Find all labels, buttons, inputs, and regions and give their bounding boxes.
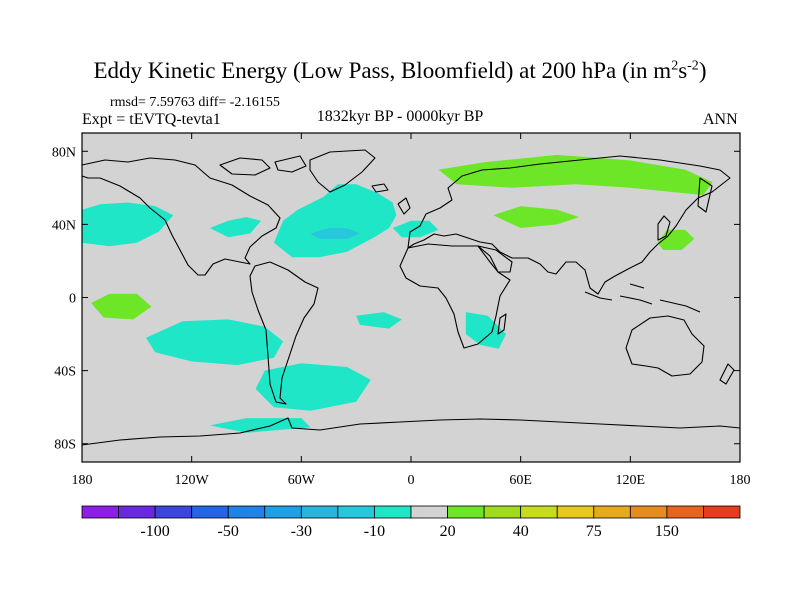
colorbar-label: -30 bbox=[291, 523, 312, 540]
colorbar-box bbox=[666, 505, 704, 519]
colorbar-box bbox=[410, 505, 448, 519]
season-label: ANN bbox=[703, 111, 738, 128]
colorbar-box bbox=[264, 505, 302, 519]
colorbar-box bbox=[556, 505, 595, 519]
region-central-asia bbox=[493, 206, 580, 228]
x-tick-label: 180 bbox=[730, 473, 751, 488]
x-tick-label: 120E bbox=[616, 473, 646, 488]
period-label: 1832kyr BP - 0000kyr BP bbox=[316, 108, 484, 125]
coastline-iceland bbox=[371, 183, 389, 193]
region-tropical-e-pacific bbox=[91, 293, 152, 320]
coastline-australia bbox=[625, 315, 705, 377]
coastline-british-isles bbox=[397, 197, 411, 215]
region-s-pacific bbox=[146, 319, 284, 366]
region-se-africa bbox=[465, 312, 506, 349]
y-tick-label: 80S bbox=[54, 438, 76, 453]
x-tick-label: 60W bbox=[288, 473, 316, 488]
chart-title: Eddy Kinetic Energy (Low Pass, Bloomfiel… bbox=[93, 58, 707, 83]
colorbar-label: 150 bbox=[655, 523, 679, 540]
colorbar-label: -100 bbox=[140, 523, 169, 540]
y-tick-label: 80N bbox=[52, 145, 76, 160]
colorbar-box bbox=[483, 505, 522, 519]
y-tick-label: 0 bbox=[69, 292, 76, 307]
x-tick-label: 180 bbox=[72, 473, 93, 488]
stats-text: rmsd= 7.59763 diff= -2.16155 bbox=[110, 95, 280, 110]
anomaly-regions bbox=[82, 154, 713, 433]
region-s-atlantic bbox=[356, 312, 402, 329]
coastline-north-america bbox=[81, 157, 281, 276]
coastline-south-america bbox=[249, 261, 319, 405]
colorbar-box bbox=[337, 505, 375, 519]
colorbar-box bbox=[447, 505, 485, 519]
colorbar-box bbox=[593, 505, 631, 519]
coastline-eurasia bbox=[407, 155, 731, 295]
x-tick-label: 0 bbox=[408, 473, 415, 488]
coastlines bbox=[81, 149, 741, 446]
axes: 180 120W 60W 0 60E 120E 180 80N 40N 0 40S 80S bbox=[52, 133, 751, 488]
coastline-new-zealand bbox=[719, 363, 735, 385]
colorbar-box bbox=[191, 505, 229, 519]
coastline-antarctica bbox=[81, 417, 741, 446]
colorbar-label: -10 bbox=[364, 523, 385, 540]
colorbar-label: -50 bbox=[218, 523, 239, 540]
colorbar-box bbox=[118, 505, 156, 519]
colorbar-label: 75 bbox=[586, 523, 602, 540]
colorbar-label: 20 bbox=[440, 523, 456, 540]
region-southern-ocean bbox=[255, 363, 371, 411]
coastline-africa bbox=[399, 243, 511, 349]
x-tick-label: 60E bbox=[509, 473, 532, 488]
coastline-japan bbox=[657, 215, 671, 241]
y-tick-label: 40N bbox=[52, 218, 76, 233]
map-background bbox=[82, 133, 740, 462]
coastline-kamchatka bbox=[697, 177, 713, 213]
coastline-arctic-islands bbox=[219, 155, 307, 176]
y-tick-label: 40S bbox=[54, 365, 76, 380]
region-nw-pacific bbox=[657, 229, 695, 250]
coastline-greenland bbox=[309, 149, 376, 193]
region-n-atlantic bbox=[273, 184, 397, 258]
colorbar-box bbox=[154, 505, 193, 519]
colorbar-box bbox=[300, 505, 339, 519]
colorbar-label: 40 bbox=[513, 523, 529, 540]
region-n-america bbox=[209, 217, 262, 238]
experiment-label: Expt = tEVTQ-tevta1 bbox=[82, 111, 221, 128]
x-tick-label: 120W bbox=[175, 473, 210, 488]
coastline-madagascar bbox=[497, 313, 507, 335]
colorbar-box bbox=[703, 505, 741, 519]
coastline-maritime-continent bbox=[584, 283, 701, 313]
colorbar-box bbox=[227, 505, 266, 519]
region-ne-pacific bbox=[82, 202, 174, 247]
region-siberia bbox=[438, 154, 713, 196]
colorbar-box bbox=[520, 505, 558, 519]
colorbar-box bbox=[374, 505, 412, 519]
region-n-atlantic-core bbox=[310, 228, 360, 239]
coastline-arabia bbox=[477, 245, 513, 273]
colorbar: -100 -50 -30 -10 20 40 75 150 bbox=[81, 505, 741, 540]
region-antarctic-coast bbox=[209, 418, 311, 433]
colorbar-box bbox=[81, 505, 119, 519]
colorbar-box bbox=[629, 505, 668, 519]
